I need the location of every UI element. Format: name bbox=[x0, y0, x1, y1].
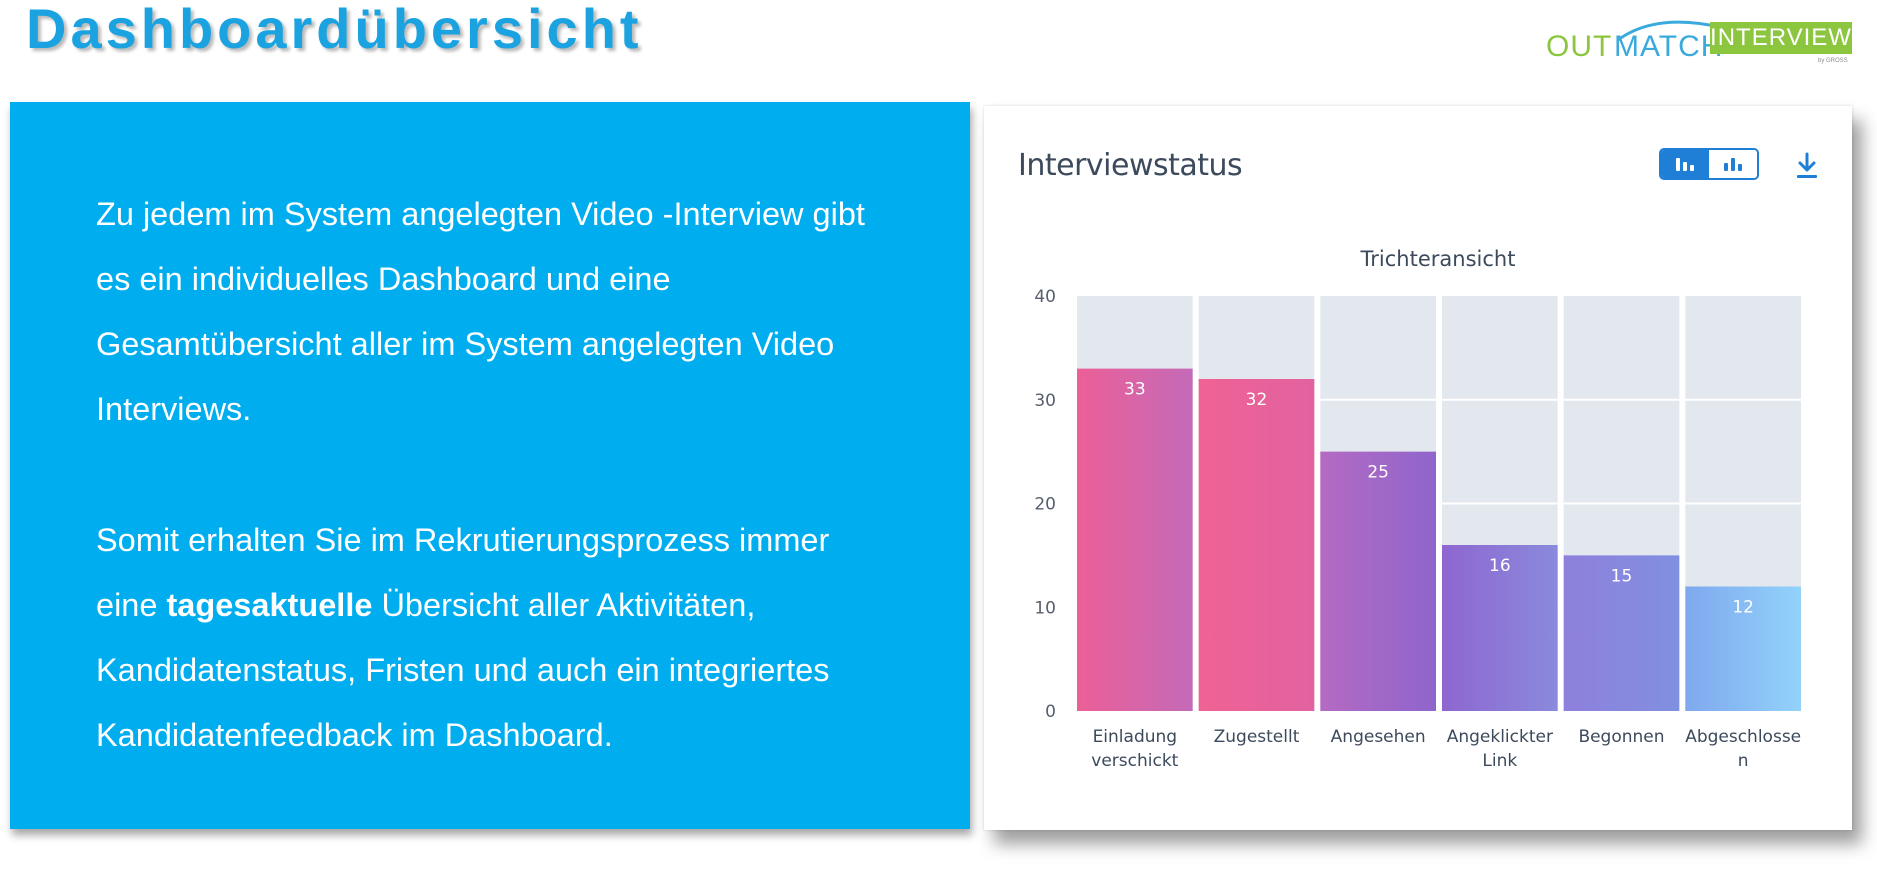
y-tick-label: 40 bbox=[1034, 287, 1056, 307]
data-label: 16 bbox=[1489, 556, 1511, 576]
data-bar[interactable] bbox=[1320, 451, 1436, 711]
intro-p2-line: Somit erhalten Sie im Rekrutierungsproze… bbox=[96, 522, 830, 558]
data-bar[interactable] bbox=[1198, 379, 1315, 711]
y-tick-label: 0 bbox=[1045, 702, 1056, 722]
download-button[interactable] bbox=[1792, 150, 1822, 182]
intro-paragraph-2: Somit erhalten Sie im Rekrutierungsproze… bbox=[96, 508, 976, 768]
x-tick-label: Zugestellt bbox=[1214, 727, 1300, 747]
intro-p2-bold: tagesaktuelle bbox=[166, 587, 373, 623]
logo-text-interview: INTERVIEW bbox=[1710, 22, 1852, 54]
data-bar[interactable] bbox=[1563, 555, 1680, 711]
x-tick-label: Einladung verschickt bbox=[1091, 727, 1178, 771]
intro-p2-line-suffix: Übersicht aller Aktivitäten, bbox=[372, 587, 756, 623]
data-bar[interactable] bbox=[1685, 586, 1801, 712]
funnel-view-button[interactable] bbox=[1661, 150, 1709, 178]
data-label: 15 bbox=[1611, 566, 1633, 586]
intro-p1-line: Zu jedem im System angelegten Video -Int… bbox=[96, 196, 865, 232]
intro-p2-line-prefix: eine bbox=[96, 587, 167, 623]
outmatch-interview-logo: OUT MATCH INTERVIEW by GROSS bbox=[1546, 18, 1854, 68]
y-axis: 0 10 20 30 40 bbox=[1034, 287, 1056, 722]
data-label: 32 bbox=[1246, 390, 1268, 410]
card-title: Interviewstatus bbox=[1018, 148, 1243, 183]
y-tick-label: 30 bbox=[1034, 391, 1056, 411]
chart-title: Trichteransicht bbox=[1360, 247, 1516, 271]
bars-group: 33 32 25 16 15 12 bbox=[1077, 296, 1801, 711]
x-tick-label: Abgeschlosse n bbox=[1685, 727, 1801, 771]
logo-text-match: MATCH bbox=[1614, 30, 1724, 63]
logo-swoosh-icon bbox=[1617, 20, 1725, 42]
x-tick-label: Angeklickter Link bbox=[1447, 727, 1553, 771]
intro-p1-line: Gesamtübersicht aller im System angelegt… bbox=[96, 326, 835, 362]
data-bar[interactable] bbox=[1442, 545, 1558, 711]
data-label: 33 bbox=[1124, 380, 1146, 400]
intro-p2-line: Kandidatenstatus, Fristen und auch ein i… bbox=[96, 652, 830, 688]
page-title: Dashboardübersicht bbox=[26, 0, 643, 60]
y-tick-label: 10 bbox=[1034, 598, 1056, 618]
intro-p2-line: Kandidatenfeedback im Dashboard. bbox=[96, 717, 613, 753]
intro-p1-line: Interviews. bbox=[96, 391, 252, 427]
download-icon bbox=[1797, 152, 1817, 178]
x-axis: Einladung verschickt Zugestellt Angesehen An… bbox=[1091, 727, 1801, 771]
bar-view-button[interactable] bbox=[1709, 150, 1757, 178]
interview-status-card: Interviewstatus Trichteransicht 0 10 20 30 4… bbox=[984, 106, 1852, 830]
data-label: 12 bbox=[1732, 598, 1754, 618]
y-tick-label: 20 bbox=[1034, 495, 1056, 515]
logo-text-by: by GROSS bbox=[1818, 58, 1848, 64]
intro-paragraph-1: Zu jedem im System angelegten Video -Int… bbox=[96, 182, 976, 442]
funnel-chart: Trichteransicht 0 10 20 30 40 33 32 25 16 15 12 E… bbox=[1034, 247, 1801, 771]
chart-view-toggle[interactable] bbox=[1659, 148, 1759, 180]
bar-view-icon bbox=[1724, 158, 1742, 171]
x-tick-label: Begonnen bbox=[1578, 727, 1664, 747]
intro-panel: Zu jedem im System angelegten Video -Int… bbox=[10, 102, 970, 829]
funnel-view-icon bbox=[1676, 158, 1694, 171]
logo-text-out: OUT bbox=[1546, 30, 1613, 63]
x-tick-label: Angesehen bbox=[1331, 727, 1426, 747]
intro-p1-line: es ein individuelles Dashboard und eine bbox=[96, 261, 671, 297]
data-label: 25 bbox=[1367, 463, 1389, 483]
data-bar[interactable] bbox=[1077, 368, 1193, 711]
